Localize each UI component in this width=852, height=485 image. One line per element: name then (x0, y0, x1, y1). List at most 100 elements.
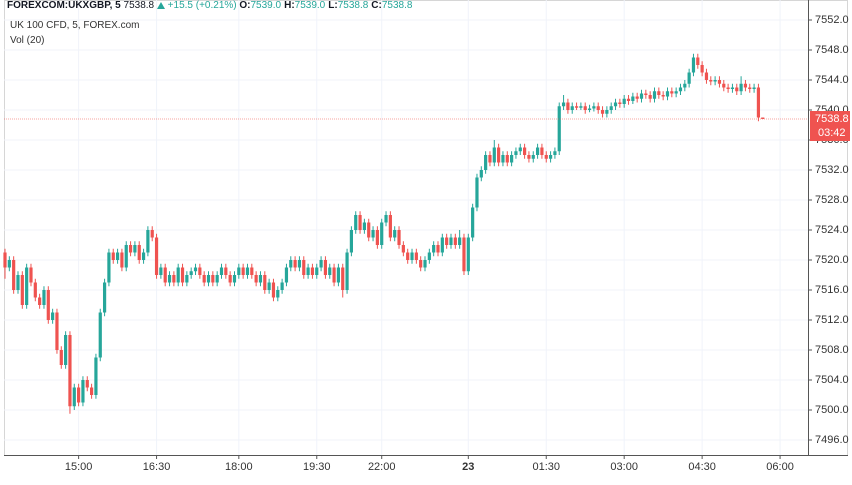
candle-body (462, 237, 466, 272)
axis-labels: 7496.0 7500.0 7504.0 7508.0 7512.0 7516.0 7520… (65, 14, 850, 473)
candle-body (245, 267, 250, 275)
candle-body (72, 387, 76, 407)
ohlc-label: L: (328, 0, 338, 11)
y-tick-label: 7496.0 (815, 434, 849, 446)
last-price-label: 7538.8 (815, 113, 849, 125)
candle-body (141, 252, 146, 260)
ohlc-label: H: (284, 0, 295, 11)
candle-body (510, 155, 514, 163)
candle-body (414, 252, 418, 260)
candle-body (652, 91, 657, 99)
candle-body (354, 215, 358, 230)
candle-body (341, 267, 345, 290)
candle-body (419, 260, 423, 268)
x-tick-label: 22:00 (368, 461, 396, 473)
candle-body (128, 245, 133, 253)
candle-body (176, 267, 180, 283)
candle-body (531, 155, 535, 159)
candle-body (410, 252, 414, 260)
ohlc: O:7539.0 H:7539.0 L:7538.8 C:7538.8 (239, 0, 415, 11)
candle-body (622, 98, 626, 104)
candle-body (284, 267, 289, 283)
candle-body (198, 267, 202, 275)
y-tick-label: 7504.0 (815, 374, 849, 386)
candle-body (717, 80, 722, 84)
symbol: FOREXCOM:UKXGBP, 5 (7, 0, 121, 11)
candle-body (375, 230, 379, 245)
x-tick-label: 15:00 (65, 461, 93, 473)
candle-body (3, 252, 7, 268)
candle-body (683, 83, 687, 88)
candles (3, 53, 808, 414)
candle-body (484, 155, 488, 170)
candle-body (133, 245, 137, 253)
candle-body (458, 237, 462, 245)
candle-body (189, 271, 193, 275)
candle-body (46, 290, 50, 320)
grid (4, 0, 808, 455)
candle-body (687, 72, 691, 84)
candle-body (696, 57, 700, 65)
candle-body (276, 290, 280, 298)
candle-body (553, 151, 557, 155)
candle-body (583, 106, 587, 110)
candle-body (605, 110, 609, 114)
ohlc-value: 7538.8 (337, 0, 369, 11)
y-tick-label: 7508.0 (815, 344, 849, 356)
candle-body (631, 96, 635, 101)
candle-body (397, 230, 401, 245)
candle-body (362, 222, 366, 230)
candle-body (401, 245, 405, 253)
candle-body (12, 260, 16, 290)
candle-body (306, 267, 310, 275)
ohlc-value: 7538.8 (381, 0, 413, 11)
subtitle: UK 100 CFD, 5, FOREX.com (10, 20, 140, 31)
candle-body (77, 387, 81, 403)
indicator: Vol (20) (10, 35, 45, 46)
candle-body (535, 147, 540, 155)
candle-body (206, 275, 211, 283)
candle-body (548, 155, 553, 159)
candle-body (644, 93, 648, 95)
y-tick-label: 7524.0 (815, 224, 849, 236)
candle-body (345, 252, 349, 290)
candle-body (479, 170, 483, 178)
ohlc-label: C: (371, 0, 382, 11)
ohlc-value: 7539.0 (294, 0, 326, 11)
candle-body (639, 93, 644, 99)
candle-body (146, 230, 150, 253)
candle-body (440, 237, 444, 253)
candle-body (25, 267, 29, 305)
candle-body (388, 215, 392, 238)
candle-body (557, 106, 561, 152)
candle-body (55, 312, 59, 350)
candle-body (124, 245, 128, 268)
candle-body (263, 275, 267, 290)
candle-body (406, 252, 410, 260)
x-tick-label: 04:30 (688, 461, 716, 473)
candle-body (224, 267, 228, 275)
candle-body (566, 102, 570, 110)
last-price: 7538.8 (123, 0, 155, 11)
candle-body (587, 108, 592, 110)
candle-body (315, 267, 319, 275)
candle-body (635, 96, 639, 99)
candle-body (332, 267, 336, 283)
candle-body (544, 155, 548, 159)
y-tick-label: 7512.0 (815, 314, 849, 326)
candle-body (98, 312, 102, 358)
candle-body (709, 80, 713, 82)
candle-body (393, 230, 397, 238)
y-tick-label: 7552.0 (815, 14, 849, 26)
candle-body (540, 147, 544, 155)
candle-body (349, 230, 353, 253)
candle-body (475, 177, 479, 208)
candle-body (7, 260, 11, 268)
y-tick-label: 7516.0 (815, 284, 849, 296)
candle-body (514, 151, 518, 155)
x-tick-label: 23 (462, 461, 474, 473)
candle-body (94, 357, 98, 395)
candle-body (579, 106, 583, 108)
chart-frame (4, 0, 848, 456)
